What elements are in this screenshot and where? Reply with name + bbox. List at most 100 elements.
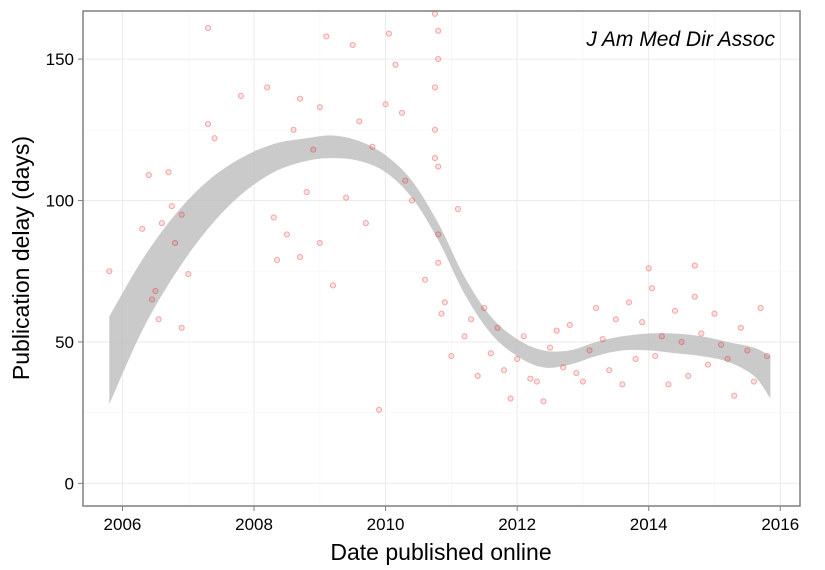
data-point bbox=[671, 307, 679, 314]
data-point bbox=[392, 61, 399, 68]
data-point bbox=[421, 276, 429, 283]
data-point bbox=[148, 296, 156, 303]
data-point bbox=[579, 378, 587, 385]
data-point bbox=[398, 109, 406, 116]
data-point bbox=[698, 330, 705, 337]
data-point bbox=[431, 84, 439, 91]
data-point bbox=[168, 203, 175, 210]
data-point bbox=[704, 361, 712, 368]
data-point bbox=[435, 27, 442, 34]
data-point bbox=[468, 316, 475, 323]
data-point bbox=[323, 33, 330, 40]
data-point bbox=[382, 101, 389, 108]
data-point bbox=[316, 104, 323, 111]
data-point bbox=[155, 316, 162, 323]
x-tick-label: 2012 bbox=[498, 515, 536, 534]
data-point bbox=[507, 395, 514, 402]
data-point bbox=[431, 10, 439, 17]
data-point bbox=[691, 262, 698, 269]
data-point bbox=[431, 126, 439, 133]
data-point bbox=[691, 293, 698, 300]
points-layer bbox=[106, 10, 771, 413]
data-point bbox=[527, 375, 534, 382]
data-point bbox=[408, 197, 415, 204]
data-point bbox=[632, 355, 639, 363]
data-point bbox=[362, 220, 369, 227]
data-point bbox=[310, 146, 317, 153]
data-point bbox=[204, 121, 212, 128]
data-point bbox=[487, 350, 494, 357]
data-point bbox=[494, 324, 501, 331]
data-point bbox=[369, 143, 376, 150]
data-point bbox=[303, 188, 310, 196]
data-point bbox=[744, 347, 751, 354]
data-point bbox=[178, 211, 185, 218]
y-axis-title: Publication delay (days) bbox=[8, 136, 34, 380]
data-point bbox=[290, 126, 297, 133]
data-point bbox=[343, 194, 350, 201]
data-point bbox=[435, 163, 442, 170]
data-point bbox=[171, 239, 179, 247]
x-tick-label: 2008 bbox=[235, 515, 273, 534]
data-point bbox=[586, 347, 593, 354]
data-point bbox=[685, 372, 692, 379]
data-point bbox=[645, 265, 652, 272]
data-point bbox=[356, 118, 363, 125]
data-point bbox=[560, 364, 567, 371]
y-tick-label: 50 bbox=[55, 333, 74, 352]
data-point bbox=[438, 310, 445, 317]
data-point bbox=[283, 231, 291, 238]
data-point bbox=[658, 333, 665, 340]
data-point bbox=[158, 220, 166, 227]
smooth-band-layer bbox=[109, 135, 771, 405]
data-point bbox=[204, 24, 212, 32]
data-point bbox=[678, 338, 685, 346]
data-point bbox=[435, 231, 442, 238]
data-point bbox=[533, 378, 540, 385]
data-point bbox=[540, 398, 547, 405]
data-point bbox=[474, 372, 481, 379]
data-point bbox=[764, 352, 771, 360]
data-point bbox=[431, 154, 439, 162]
data-point bbox=[441, 299, 448, 306]
data-point bbox=[145, 171, 152, 179]
x-axis-title: Date published online bbox=[330, 539, 551, 565]
data-point bbox=[757, 304, 764, 312]
data-point bbox=[316, 239, 323, 247]
data-point bbox=[106, 268, 113, 275]
data-point bbox=[648, 285, 656, 292]
data-point bbox=[385, 30, 392, 37]
data-point bbox=[665, 381, 672, 388]
data-point bbox=[152, 287, 159, 295]
data-point bbox=[566, 321, 573, 329]
data-point bbox=[500, 367, 508, 374]
x-tick-label: 2006 bbox=[104, 515, 142, 534]
data-point bbox=[737, 324, 744, 331]
y-tick-label: 100 bbox=[46, 192, 74, 211]
grid bbox=[83, 11, 800, 506]
data-point bbox=[750, 378, 758, 385]
data-point bbox=[375, 406, 383, 413]
data-point bbox=[625, 299, 633, 306]
journal-annotation: J Am Med Dir Assoc bbox=[585, 28, 775, 51]
data-point bbox=[270, 214, 277, 221]
data-point bbox=[165, 169, 172, 176]
data-point bbox=[264, 84, 271, 91]
data-point bbox=[273, 256, 281, 264]
x-tick-label: 2016 bbox=[761, 515, 799, 534]
x-tick-label: 2014 bbox=[630, 515, 668, 534]
data-point bbox=[296, 95, 304, 102]
data-point bbox=[592, 304, 600, 312]
data-point bbox=[724, 355, 731, 363]
data-point bbox=[612, 316, 619, 323]
data-point bbox=[639, 319, 646, 326]
data-point bbox=[329, 282, 337, 289]
y-axis-ticks: 0 50 100 150 bbox=[46, 50, 83, 493]
data-point bbox=[435, 55, 442, 63]
data-point bbox=[514, 355, 521, 363]
x-tick-label: 2010 bbox=[367, 515, 405, 534]
data-point bbox=[573, 369, 580, 377]
data-point bbox=[461, 333, 468, 340]
